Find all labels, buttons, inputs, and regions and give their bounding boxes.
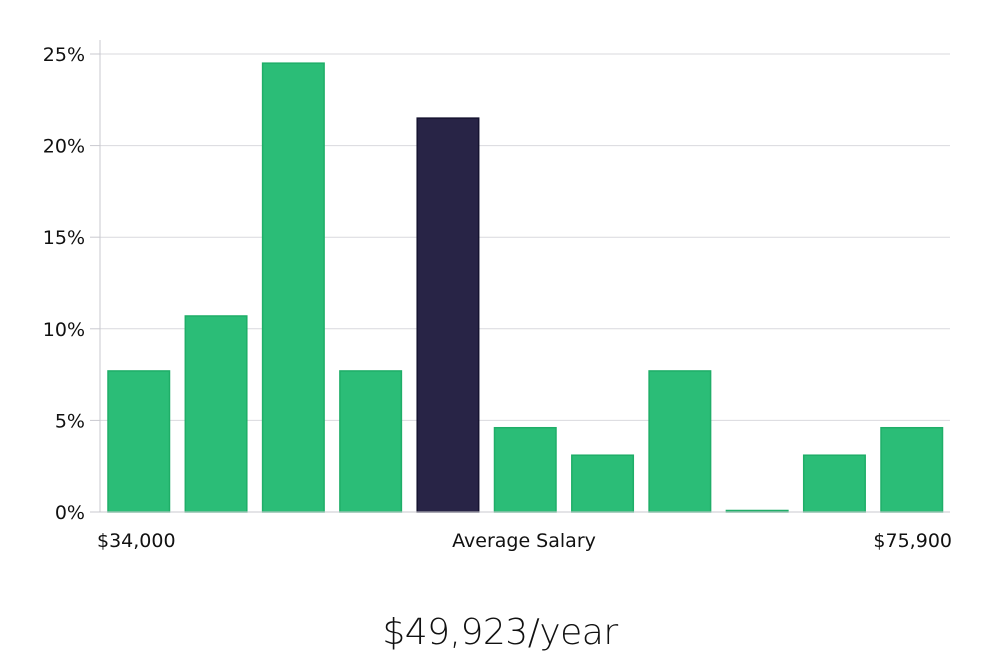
x-min-label: $34,000	[97, 530, 176, 552]
bar	[339, 370, 403, 513]
bar	[802, 454, 866, 513]
bar	[493, 426, 557, 513]
y-tick-label: 0%	[55, 502, 85, 524]
bars	[107, 62, 944, 513]
y-tick-labels: 0% 5% 10% 15% 20% 25%	[43, 44, 100, 524]
y-tick-label: 5%	[55, 410, 85, 432]
chart-plot: 0%5%10%15%20%25% $34,000 Average Salary …	[43, 40, 952, 552]
bar	[107, 370, 171, 513]
y-tick-label: 15%	[43, 227, 85, 249]
bar	[571, 454, 635, 513]
x-axis-title: Average Salary	[452, 530, 596, 552]
y-tick-label: 10%	[43, 319, 85, 341]
y-tick-label: 25%	[43, 44, 85, 66]
bar-highlighted	[416, 117, 480, 513]
y-tick-label: 20%	[43, 136, 85, 158]
average-salary-value: $49,923/year	[382, 612, 618, 653]
x-max-label: $75,900	[873, 530, 952, 552]
bar	[184, 315, 248, 513]
bar	[261, 62, 325, 513]
bar	[880, 426, 944, 513]
bar	[648, 370, 712, 513]
